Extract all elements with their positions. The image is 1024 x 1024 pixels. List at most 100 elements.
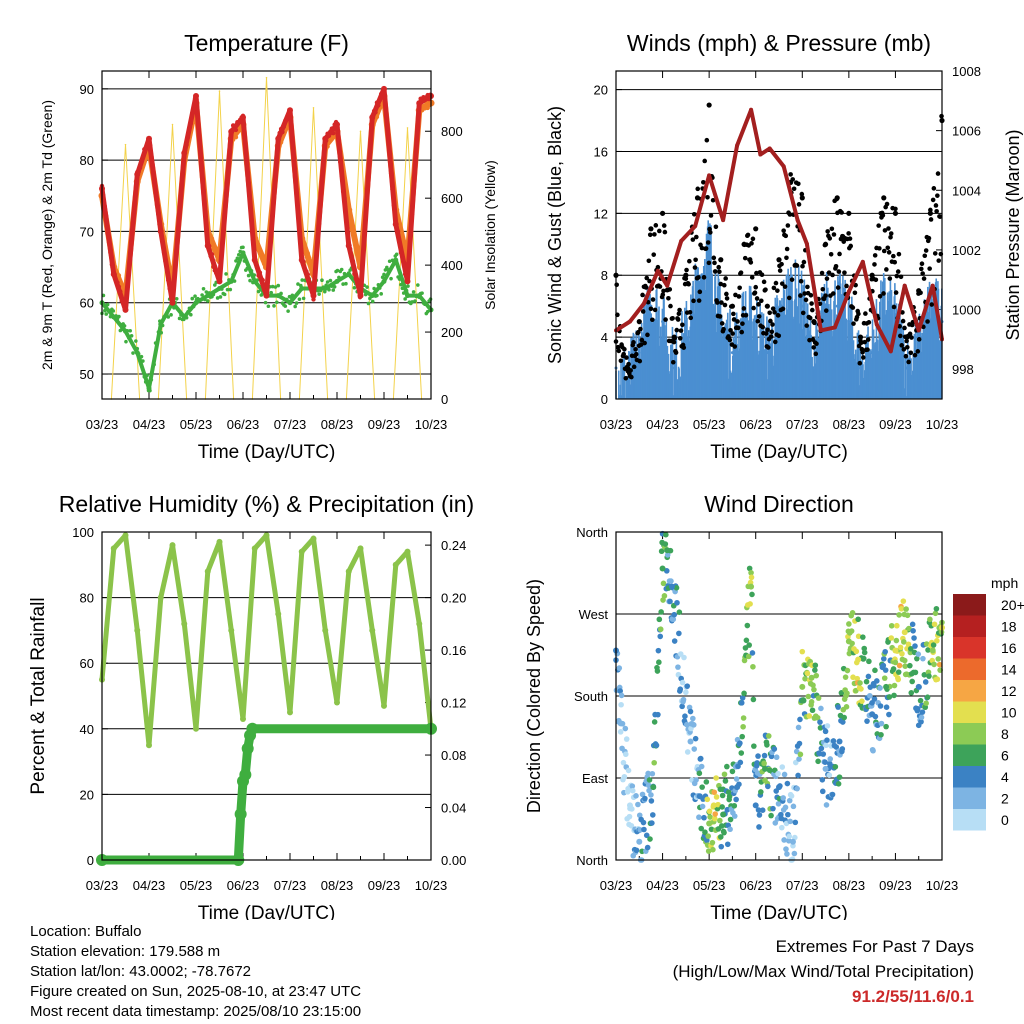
temp-texture-dot — [243, 147, 249, 153]
gust-texture-dot — [808, 293, 814, 298]
gust-texture-dot — [926, 235, 932, 241]
direction-texture-dot — [883, 704, 890, 711]
gust-texture-dot — [719, 321, 725, 326]
y2-tick-label: 0.00 — [441, 853, 466, 868]
gust-texture-dot — [831, 232, 837, 237]
temp-texture-dot — [158, 319, 162, 323]
temp-texture-dot — [379, 292, 383, 296]
temp-texture-dot — [335, 268, 340, 273]
gust-texture-dot — [848, 243, 854, 249]
direction-texture-dot — [740, 715, 747, 721]
direction-texture-dot — [784, 780, 791, 787]
temp-texture-dot — [122, 324, 127, 328]
x-tick-label: 07/23 — [786, 417, 819, 432]
direction-texture-dot — [696, 814, 702, 821]
direction-texture-dot — [657, 626, 664, 633]
temp-texture-dot — [126, 336, 131, 340]
gust-texture-dot — [696, 298, 702, 303]
direction-texture-dot — [778, 824, 785, 831]
wind-point — [661, 320, 665, 324]
temp-texture-dot — [250, 237, 256, 242]
temp-texture-dot — [325, 280, 330, 284]
temp-texture-dot — [360, 258, 366, 263]
gust-texture-dot — [668, 303, 673, 309]
temp-texture-dot — [370, 112, 375, 118]
x-tick-label: 07/23 — [274, 417, 307, 432]
y2-tick-label: 200 — [441, 325, 463, 340]
chart-panel-2: Winds (mph) & Pressure (mb) Time (Day/UTC… — [545, 30, 1023, 463]
legend-label: 2 — [1001, 791, 1009, 807]
legend-swatch — [953, 615, 986, 637]
gust-texture-dot — [790, 177, 796, 182]
gust-texture-dot — [721, 282, 727, 288]
temp-texture-dot — [337, 275, 341, 280]
direction-texture-dot — [844, 667, 851, 674]
direction-texture-dot — [907, 662, 913, 669]
temp-texture-dot — [116, 273, 122, 278]
direction-texture-dot — [696, 770, 703, 777]
temp-texture-dot — [368, 296, 372, 301]
temp-texture-dot — [142, 374, 147, 379]
y-tick-label: West — [579, 607, 609, 622]
direction-texture-dot — [841, 714, 847, 721]
temp-texture-dot — [329, 126, 335, 131]
precip-point — [241, 742, 254, 755]
pressure-point — [749, 107, 754, 112]
direction-texture-dot — [846, 621, 852, 627]
temp-texture-dot — [350, 227, 356, 232]
direction-texture-dot — [891, 682, 898, 689]
gust-texture-dot — [697, 289, 703, 295]
temp-texture-dot — [342, 195, 347, 201]
meteogram-figure: Temperature (F) Time (Day/UTC) 2m & 9m T (… — [28, 30, 1024, 920]
direction-texture-dot — [744, 622, 751, 629]
direction-texture-dot — [867, 692, 873, 699]
temp-texture-dot — [387, 150, 392, 155]
y-tick-label: 100 — [72, 525, 94, 540]
temp-texture-dot — [203, 297, 207, 302]
x-tick-label: 04/23 — [646, 417, 679, 432]
y-tick-label: 40 — [80, 722, 94, 737]
direction-texture-dot — [644, 844, 651, 851]
gust-texture-dot — [933, 203, 939, 208]
temp-texture-dot — [322, 289, 327, 294]
gust-texture-dot — [642, 340, 647, 346]
direction-texture-dot — [641, 826, 647, 833]
gust-texture-dot — [925, 319, 930, 324]
direction-texture-dot — [872, 667, 878, 674]
temp-texture-dot — [225, 287, 230, 292]
temp-texture-dot — [152, 362, 156, 367]
rh-point — [169, 542, 176, 549]
temp-texture-dot — [420, 291, 424, 295]
wind-point — [637, 351, 641, 355]
chart-title: Winds (mph) & Pressure (mb) — [627, 30, 931, 56]
wind-point — [800, 304, 804, 308]
temp-texture-dot — [132, 345, 137, 350]
gust-texture-dot — [884, 267, 889, 272]
gust-texture-dot — [866, 320, 872, 325]
temp-texture-dot — [331, 130, 336, 136]
y-tick-label: 80 — [80, 591, 94, 606]
direction-point — [789, 838, 796, 845]
temp-texture-dot — [198, 152, 203, 157]
temp-point — [392, 221, 399, 228]
direction-texture-dot — [883, 723, 889, 730]
temp-texture-dot — [211, 264, 216, 269]
x-tick-label: 09/23 — [879, 417, 912, 432]
temp-texture-dot — [321, 285, 326, 290]
temp-texture-dot — [247, 199, 253, 204]
gust-texture-dot — [691, 298, 696, 304]
temp-texture-dot — [111, 267, 116, 273]
gust-texture-dot — [732, 344, 738, 349]
direction-texture-dot — [617, 688, 623, 694]
temp-texture-dot — [319, 179, 325, 184]
gust-texture-dot — [673, 350, 679, 355]
direction-texture-dot — [890, 666, 897, 672]
y-tick-label: 90 — [80, 82, 94, 97]
temp-texture-dot — [150, 367, 155, 372]
rh-point — [157, 594, 164, 601]
gust-texture-dot — [893, 290, 899, 295]
gust-texture-dot — [624, 355, 629, 360]
direction-texture-dot — [832, 763, 839, 770]
gust-texture-dot — [886, 226, 891, 231]
temp-texture-dot — [384, 119, 390, 124]
